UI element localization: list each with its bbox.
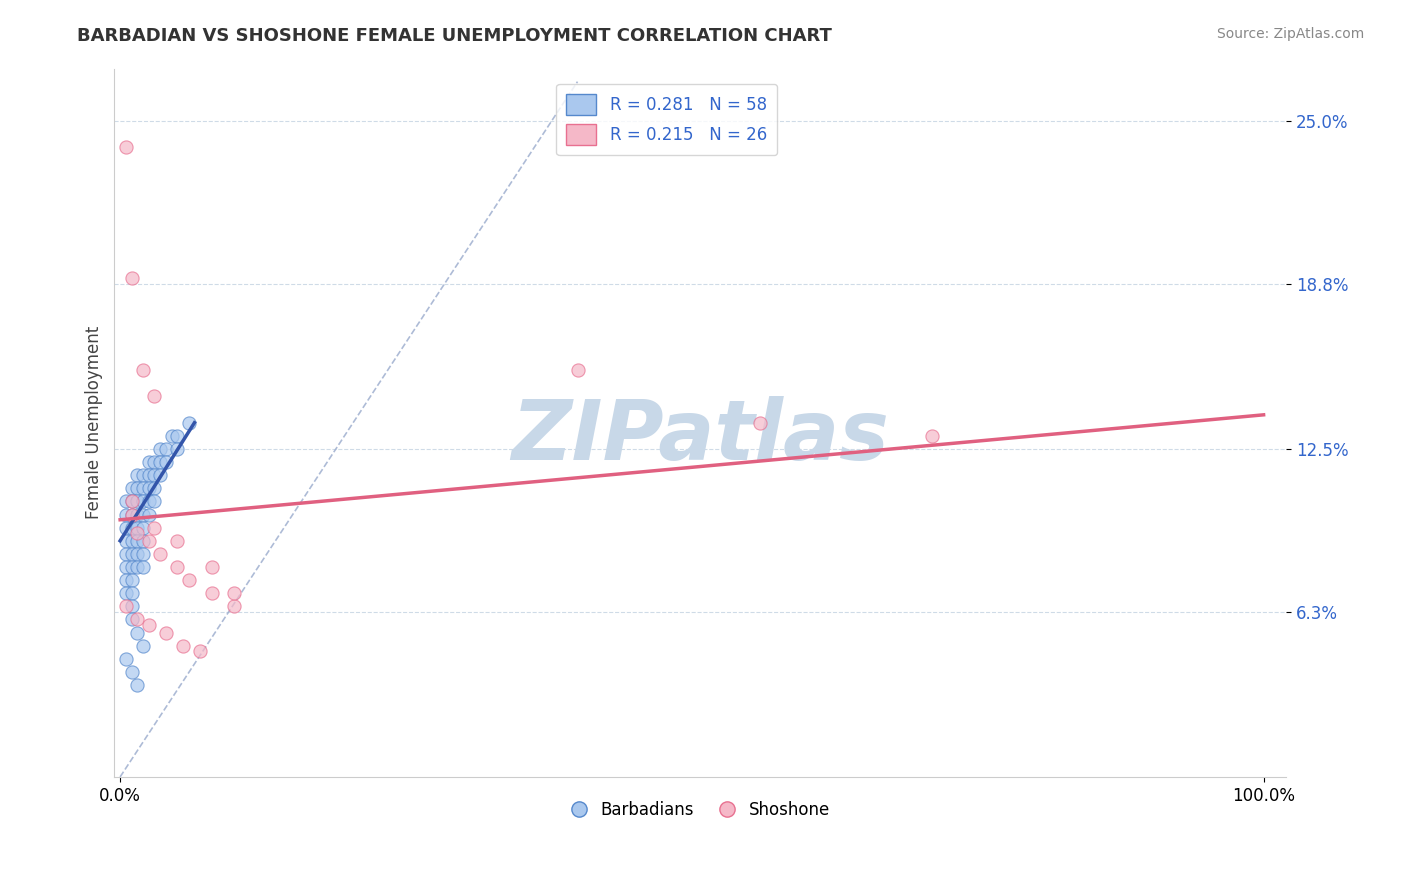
Point: [121, 494, 143, 508]
Point: [127, 521, 149, 535]
Point: [121, 665, 143, 679]
Point: [121, 560, 143, 574]
Point: [115, 560, 138, 574]
Point: [149, 468, 172, 483]
Point: [177, 573, 200, 587]
Point: [115, 547, 138, 561]
Point: [155, 442, 177, 456]
Point: [160, 429, 183, 443]
Point: [224, 586, 246, 600]
Point: [138, 481, 160, 495]
Point: [121, 547, 143, 561]
Point: [132, 481, 155, 495]
Point: [121, 586, 143, 600]
Point: [127, 508, 149, 522]
Point: [143, 521, 166, 535]
Point: [115, 533, 138, 548]
Point: [121, 271, 143, 285]
Point: [132, 533, 155, 548]
Point: [121, 508, 143, 522]
Point: [115, 599, 138, 614]
Point: [127, 560, 149, 574]
Point: [132, 494, 155, 508]
Point: [143, 468, 166, 483]
Point: [115, 521, 138, 535]
Point: [166, 442, 188, 456]
Point: [143, 481, 166, 495]
Point: [166, 560, 188, 574]
Point: [127, 533, 149, 548]
Point: [138, 508, 160, 522]
Point: [127, 481, 149, 495]
Point: [132, 547, 155, 561]
Point: [127, 468, 149, 483]
Point: [921, 429, 943, 443]
Text: BARBADIAN VS SHOSHONE FEMALE UNEMPLOYMENT CORRELATION CHART: BARBADIAN VS SHOSHONE FEMALE UNEMPLOYMEN…: [77, 27, 832, 45]
Point: [138, 617, 160, 632]
Point: [132, 639, 155, 653]
Point: [115, 494, 138, 508]
Point: [132, 560, 155, 574]
Legend: Barbadians, Shoshone: Barbadians, Shoshone: [564, 794, 837, 825]
Point: [132, 363, 155, 377]
Point: [127, 612, 149, 626]
Point: [172, 639, 194, 653]
Point: [149, 442, 172, 456]
Point: [132, 468, 155, 483]
Point: [143, 494, 166, 508]
Point: [155, 625, 177, 640]
Point: [201, 586, 224, 600]
Point: [121, 521, 143, 535]
Point: [149, 547, 172, 561]
Point: [115, 652, 138, 666]
Point: [127, 547, 149, 561]
Point: [121, 612, 143, 626]
Point: [115, 508, 138, 522]
Point: [132, 508, 155, 522]
Point: [132, 521, 155, 535]
Point: [121, 481, 143, 495]
Point: [121, 573, 143, 587]
Point: [115, 586, 138, 600]
Point: [138, 455, 160, 469]
Point: [749, 416, 772, 430]
Point: [201, 560, 224, 574]
Point: [127, 678, 149, 692]
Point: [143, 455, 166, 469]
Point: [127, 525, 149, 540]
Text: ZIPatlas: ZIPatlas: [512, 396, 890, 477]
Point: [138, 494, 160, 508]
Point: [127, 625, 149, 640]
Point: [138, 533, 160, 548]
Point: [121, 533, 143, 548]
Point: [127, 494, 149, 508]
Point: [224, 599, 246, 614]
Point: [149, 455, 172, 469]
Text: Source: ZipAtlas.com: Source: ZipAtlas.com: [1216, 27, 1364, 41]
Point: [121, 508, 143, 522]
Point: [121, 599, 143, 614]
Y-axis label: Female Unemployment: Female Unemployment: [86, 326, 103, 519]
Point: [138, 468, 160, 483]
Point: [166, 533, 188, 548]
Point: [155, 455, 177, 469]
Point: [188, 644, 211, 658]
Point: [177, 416, 200, 430]
Point: [567, 363, 589, 377]
Point: [166, 429, 188, 443]
Point: [143, 389, 166, 403]
Point: [121, 494, 143, 508]
Point: [115, 573, 138, 587]
Point: [115, 140, 138, 154]
